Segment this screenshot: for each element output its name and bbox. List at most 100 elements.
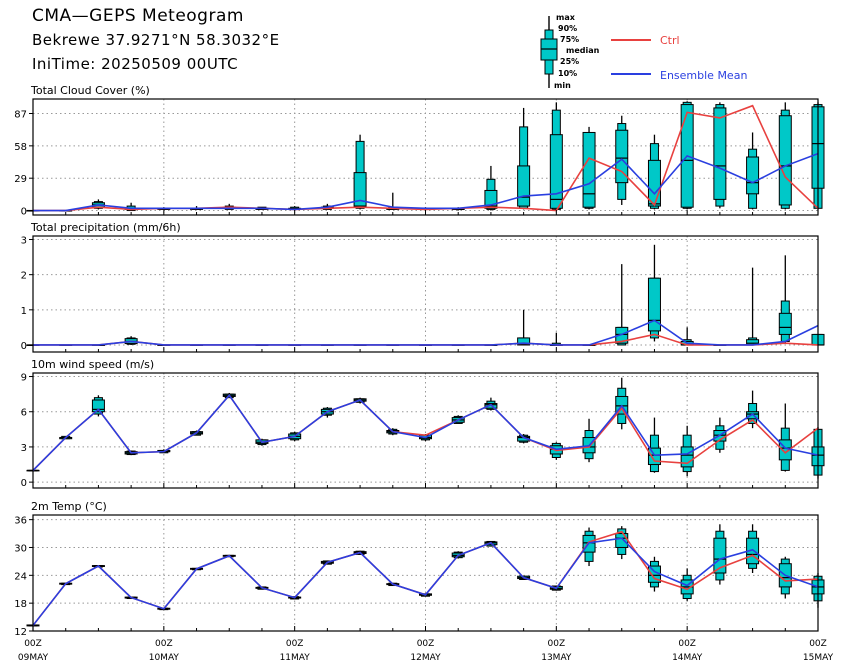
box-19: [647, 556, 661, 592]
x-tick-date: 13MAY: [541, 653, 572, 663]
legend-median: median: [566, 46, 600, 55]
y-tick-label: 6: [21, 408, 27, 419]
box-19: [647, 417, 661, 473]
box-22: [746, 267, 760, 346]
box-19: [647, 244, 661, 342]
x-tick-date: 09MAY: [18, 653, 49, 663]
box-inner: [615, 326, 629, 344]
box-19: [647, 134, 661, 210]
box-18: [615, 377, 629, 430]
x-tick-date: 14MAY: [672, 653, 703, 663]
x-tick-hour: 00Z: [417, 639, 435, 649]
y-tick-label: 36: [14, 516, 27, 527]
y-tick-label: 0: [21, 478, 27, 489]
y-tick-label: 18: [14, 599, 27, 610]
legend-max: max: [556, 13, 576, 22]
box-18: [615, 264, 629, 346]
legend-p25: 25%: [560, 57, 579, 66]
ensemble-mean-line: [32, 537, 819, 626]
box-inner: [713, 107, 727, 200]
y-tick-label: 0: [21, 341, 27, 352]
init-time-label: IniTime: 20250509 00UTC: [32, 55, 239, 73]
box-15: [517, 309, 531, 346]
y-tick-label: 1: [21, 306, 27, 317]
panel-title-1: Total precipitation (mm/6h): [30, 221, 181, 234]
x-tick-hour: 00Z: [286, 639, 304, 649]
box-inner: [746, 156, 760, 195]
x-tick-hour: 00Z: [678, 639, 696, 649]
y-tick-label: 2: [21, 271, 27, 282]
x-tick-date: 11MAY: [280, 653, 311, 663]
box-17: [582, 126, 596, 210]
y-tick-label: 9: [21, 373, 27, 384]
panel-title-2: 10m wind speed (m/s): [31, 358, 154, 371]
y-tick-label: 29: [14, 174, 27, 185]
box-15: [517, 107, 531, 210]
panel-title-0: Total Cloud Cover (%): [30, 84, 150, 97]
y-tick-label: 3: [21, 236, 27, 247]
y-tick-label: 24: [14, 571, 27, 582]
box-22: [746, 524, 760, 573]
box-21: [713, 524, 727, 585]
box-inner: [615, 533, 629, 548]
x-tick-hour: 00Z: [809, 639, 827, 649]
x-tick-date: 15MAY: [803, 653, 834, 663]
ensemble-mean-line: [33, 152, 819, 212]
panel-frame: [32, 372, 819, 489]
box-inner: [517, 165, 531, 207]
box-23: [778, 255, 792, 344]
y-tick-label: 58: [14, 142, 27, 153]
meteogram-title: CMA—GEPS Meteogram: [32, 6, 244, 26]
y-tick-label: 12: [14, 627, 27, 638]
box-inner: [549, 134, 563, 209]
mean-legend-label: Ensemble Mean: [660, 69, 747, 82]
x-tick-hour: 00Z: [548, 639, 566, 649]
box-inner: [713, 537, 727, 574]
box-inner: [647, 159, 661, 207]
location-label: Bekrewe 37.9271°N 58.3032°E: [32, 31, 280, 49]
x-tick-hour: 00Z: [155, 639, 173, 649]
box-inner: [582, 131, 596, 208]
box-23: [778, 403, 792, 472]
legend-p75: 75%: [560, 35, 579, 44]
y-tick-label: 3: [21, 443, 27, 454]
box-inner: [91, 399, 105, 413]
ensemble-mean-line: [33, 319, 819, 346]
panel-0: Total Cloud Cover (%) 0 29 58 87: [14, 84, 825, 218]
y-tick-label: 30: [14, 543, 27, 554]
box-3: [124, 336, 138, 345]
panel-title-3: 2m Temp (°C): [31, 500, 107, 513]
box-21: [713, 102, 727, 209]
box-2: [91, 395, 105, 417]
line-legend: Ctrl Ensemble Mean: [611, 34, 747, 82]
x-tick-hour: 00Z: [24, 639, 42, 649]
panel-1: Total precipitation (mm/6h) 0 1 2 3: [21, 221, 825, 353]
ctrl-legend-label: Ctrl: [660, 34, 680, 47]
box-inner: [778, 115, 792, 206]
panel-frame: [32, 235, 819, 353]
box-10: [353, 134, 367, 210]
box-inner: [517, 435, 531, 442]
box-inner: [647, 277, 661, 332]
box-inner: [746, 411, 760, 420]
box-inner: [778, 312, 792, 335]
x-tick-date: 10MAY: [149, 653, 180, 663]
x-tick-date: 12MAY: [410, 653, 441, 663]
panel-3: 2m Temp (°C) 12 18 24 30 36: [14, 500, 825, 638]
legend-p10: 10%: [558, 69, 577, 78]
box-16: [549, 332, 563, 346]
panel-frame: [32, 98, 819, 216]
y-tick-label: 0: [21, 207, 27, 218]
box-22: [746, 132, 760, 210]
box-inner: [484, 403, 498, 409]
panel-2: 10m wind speed (m/s) 0 3 6 9: [21, 358, 825, 489]
box-legend: max 90% 75% median 25% 10% min: [540, 13, 600, 90]
panel-frame: [32, 514, 819, 632]
legend: max 90% 75% median 25% 10% min Ctrl Ense…: [540, 13, 747, 90]
ensemble-mean-line: [32, 393, 819, 471]
box-16: [549, 102, 563, 211]
y-tick-label: 87: [14, 110, 27, 121]
legend-min: min: [554, 81, 571, 90]
